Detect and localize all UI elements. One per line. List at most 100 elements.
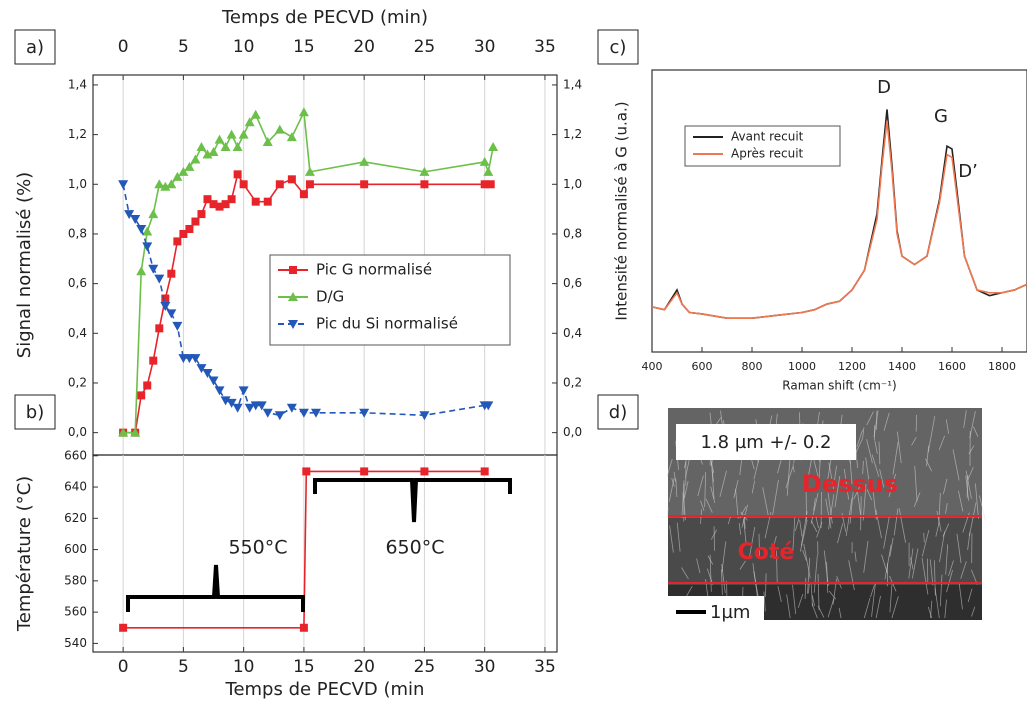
data-point xyxy=(275,125,285,134)
x-tick-label: 5 xyxy=(178,37,189,57)
data-point xyxy=(136,266,146,275)
scale-label: 1µm xyxy=(710,602,750,623)
thickness-label: 1.8 µm +/- 0.2 xyxy=(700,432,831,453)
data-point xyxy=(264,198,272,206)
x-tick-label: 30 xyxy=(474,657,496,677)
x-tick-label: 1400 xyxy=(888,360,916,373)
x-tick-label: 800 xyxy=(742,360,763,373)
data-point xyxy=(302,467,310,475)
data-point xyxy=(251,110,261,119)
data-point xyxy=(289,266,297,274)
data-point xyxy=(300,190,308,198)
data-point xyxy=(239,130,249,139)
data-point xyxy=(227,130,237,139)
annotation: D xyxy=(877,77,891,98)
x-tick-label: 30 xyxy=(474,37,496,57)
y-tick-label: 0,2 xyxy=(563,375,582,389)
data-point xyxy=(209,147,219,156)
x-tick-label: 20 xyxy=(353,657,375,677)
brace xyxy=(315,480,510,522)
data-point xyxy=(487,180,495,188)
sem-image: 1.8 µm +/- 0.2 Dessus Coté 1µm xyxy=(667,408,986,628)
data-point xyxy=(167,270,175,278)
data-point xyxy=(359,157,369,166)
y-tick-label: 0,4 xyxy=(68,326,87,340)
y-tick-label: 1,0 xyxy=(563,177,582,191)
data-point xyxy=(228,195,236,203)
data-point xyxy=(239,386,249,395)
sem-fiber xyxy=(714,526,715,550)
y-tick-label: 1,0 xyxy=(68,177,87,191)
y-tick-label: 540 xyxy=(64,636,87,650)
legend-label: D/G xyxy=(316,288,344,306)
plot-frame xyxy=(93,455,557,652)
x-tick-label: 25 xyxy=(414,657,436,677)
data-point xyxy=(263,409,273,418)
y-tick-label: 660 xyxy=(64,448,87,462)
data-point xyxy=(420,467,428,475)
x-axis-title: Raman shift (cm⁻¹) xyxy=(782,379,896,393)
legend-label: Après recuit xyxy=(731,147,804,161)
data-point xyxy=(149,357,157,365)
x-tick-label: 10 xyxy=(233,657,255,677)
x-tick-label: 25 xyxy=(414,37,436,57)
annotation: G xyxy=(934,106,948,127)
x-axis-title: Temps de PECVD (min) xyxy=(221,7,428,28)
y-tick-label: 620 xyxy=(64,511,87,525)
annotation: 550°C xyxy=(228,537,287,559)
y-axis-title: Intensité normalisé à G (u.a.) xyxy=(613,101,631,320)
legend-label: Avant recuit xyxy=(731,130,804,144)
y-tick-label: 580 xyxy=(64,573,87,587)
y-tick-label: 0,2 xyxy=(68,375,87,389)
data-point xyxy=(196,142,206,151)
plot-frame xyxy=(652,70,1027,352)
data-point xyxy=(252,198,260,206)
x-tick-label: 1000 xyxy=(788,360,816,373)
legend-label: Pic G normalisé xyxy=(316,261,432,279)
data-point xyxy=(360,467,368,475)
data-point xyxy=(234,170,242,178)
x-tick-label: 35 xyxy=(534,37,556,57)
data-point xyxy=(137,391,145,399)
data-point xyxy=(233,404,243,413)
data-point xyxy=(154,275,164,284)
x-tick-label: 400 xyxy=(642,360,663,373)
y-tick-label: 1,2 xyxy=(563,127,582,141)
data-point xyxy=(130,215,140,224)
data-point xyxy=(288,175,296,183)
y-tick-label: 0,8 xyxy=(563,226,582,240)
y-tick-label: 0,0 xyxy=(68,425,87,439)
y-tick-label: 0,0 xyxy=(563,425,582,439)
y-axis-title: Signal normalisé (%) xyxy=(14,172,35,358)
data-point xyxy=(275,411,285,420)
data-point xyxy=(300,624,308,632)
y-tick-label: 0,6 xyxy=(68,276,87,290)
data-point xyxy=(233,142,243,151)
x-tick-label: 15 xyxy=(293,37,315,57)
data-point xyxy=(287,132,297,141)
x-tick-label: 15 xyxy=(293,657,315,677)
y-tick-label: 640 xyxy=(64,480,87,494)
y-tick-label: 0,4 xyxy=(563,326,582,340)
y-tick-label: 560 xyxy=(64,605,87,619)
data-point xyxy=(240,180,248,188)
x-tick-label: 600 xyxy=(692,360,713,373)
data-point xyxy=(191,218,199,226)
panel-label: b) xyxy=(26,402,44,423)
data-point xyxy=(299,409,309,418)
side-label: Coté xyxy=(738,540,795,565)
data-point xyxy=(481,467,489,475)
x-tick-label: 0 xyxy=(118,37,129,57)
data-point xyxy=(480,157,490,166)
data-point xyxy=(299,107,309,116)
sem-fiber xyxy=(766,573,767,596)
annotation: D’ xyxy=(958,161,978,182)
top-label: Dessus xyxy=(802,470,898,498)
x-tick-label: 35 xyxy=(534,657,556,677)
data-point xyxy=(209,376,219,385)
legend-label: Pic du Si normalisé xyxy=(316,315,458,333)
data-point xyxy=(197,210,205,218)
annotation: 650°C xyxy=(385,537,444,559)
panel-label: d) xyxy=(609,402,627,423)
